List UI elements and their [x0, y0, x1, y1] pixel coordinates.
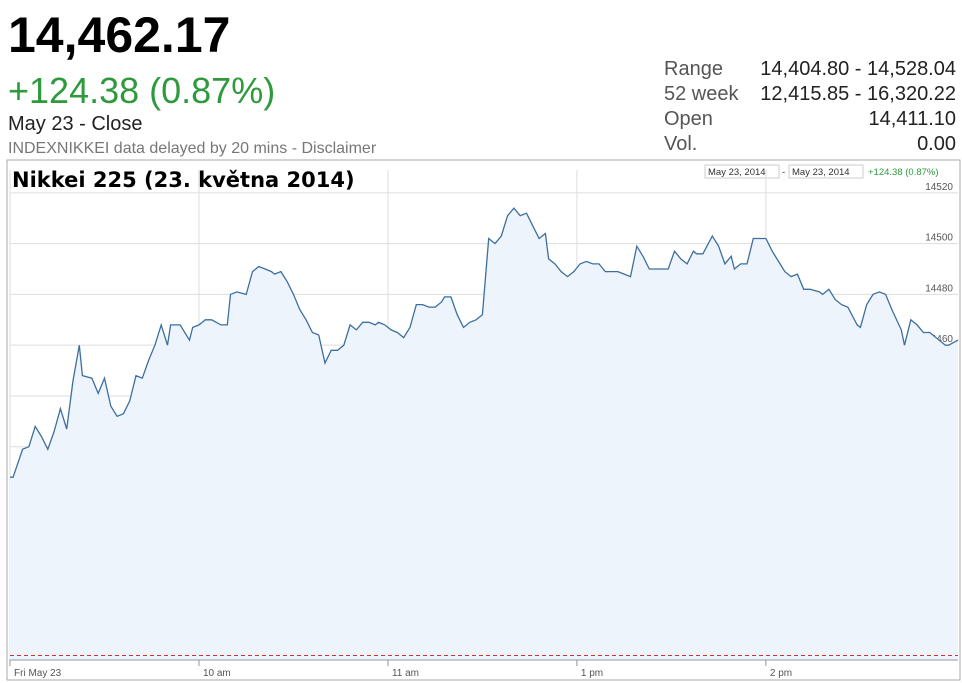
- y-tick-label: 14480: [925, 283, 953, 294]
- price-line: [10, 207, 959, 478]
- x-tick-label: Fri May 23: [14, 668, 62, 679]
- legend-text: May 23, 2014: [708, 167, 766, 178]
- stat-value: 12,415.85 - 16,320.22: [760, 83, 956, 105]
- stat-label: Range: [664, 58, 723, 80]
- x-tick-label: 2 pm: [770, 668, 792, 679]
- legend-text: +124.38 (0.87%): [868, 167, 939, 178]
- legend-text: -: [782, 167, 785, 178]
- chart-title: Nikkei 225 (23. května 2014): [12, 168, 355, 192]
- area: [10, 208, 958, 660]
- stat-label: Vol.: [664, 133, 697, 155]
- date-box: [704, 164, 780, 179]
- stats-table: Range 14,404.80 - 14,528.04 52 week 12,415.…: [664, 58, 956, 155]
- stat-value: 14,404.80 - 14,528.04: [760, 58, 956, 80]
- price-change: +124.38 (0.87%): [8, 70, 275, 111]
- x-tick-label: 1 pm: [581, 668, 603, 679]
- stat-value: 0.00: [917, 133, 956, 155]
- plot: May 23, 2014- May 23, 2014 +124.38 (0.87%)…: [9, 164, 959, 679]
- stat-value: 14,411.10: [869, 108, 957, 130]
- y-tick-label: 14520: [925, 182, 953, 193]
- price: 14,462.17: [8, 7, 230, 63]
- stat-label: 52 week: [664, 83, 739, 105]
- legend-text: May 23, 2014: [792, 167, 850, 178]
- x-tick-label: 11 am: [392, 668, 419, 679]
- x-tick-label: 10 am: [203, 668, 231, 679]
- date-box: [788, 164, 864, 179]
- y-tick-label: 14500: [925, 233, 953, 244]
- status: May 23 - Close: [8, 113, 143, 135]
- stat-label: Open: [664, 108, 713, 130]
- source[interactable]: INDEXNIKKEI data delayed by 20 mins - Di…: [8, 140, 377, 157]
